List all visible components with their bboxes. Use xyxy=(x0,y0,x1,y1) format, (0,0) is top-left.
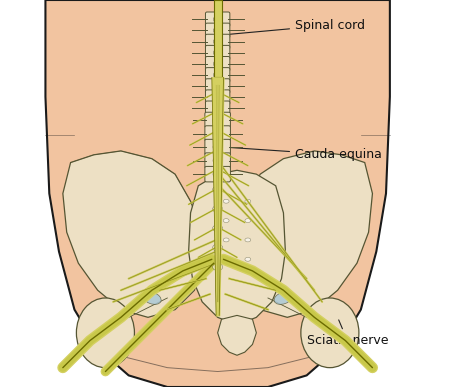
Ellipse shape xyxy=(213,60,222,67)
Ellipse shape xyxy=(274,292,293,304)
Text: Cauda equina: Cauda equina xyxy=(226,147,382,161)
Ellipse shape xyxy=(213,264,223,271)
Ellipse shape xyxy=(213,27,222,34)
Text: Sciatic nerve: Sciatic nerve xyxy=(307,320,388,347)
Ellipse shape xyxy=(213,157,222,164)
FancyBboxPatch shape xyxy=(205,34,230,49)
Ellipse shape xyxy=(213,170,222,178)
Ellipse shape xyxy=(301,298,359,368)
FancyBboxPatch shape xyxy=(205,90,230,104)
Ellipse shape xyxy=(213,16,222,23)
Ellipse shape xyxy=(213,143,222,151)
FancyBboxPatch shape xyxy=(205,68,230,82)
Ellipse shape xyxy=(213,244,223,251)
Ellipse shape xyxy=(223,199,229,203)
Ellipse shape xyxy=(213,116,222,124)
Ellipse shape xyxy=(245,238,251,242)
Ellipse shape xyxy=(223,257,229,261)
Ellipse shape xyxy=(213,94,222,101)
FancyBboxPatch shape xyxy=(205,139,230,155)
Polygon shape xyxy=(189,170,285,325)
Ellipse shape xyxy=(213,186,223,193)
Polygon shape xyxy=(63,151,202,317)
Ellipse shape xyxy=(245,199,251,203)
FancyBboxPatch shape xyxy=(205,12,230,27)
FancyBboxPatch shape xyxy=(205,166,230,182)
FancyBboxPatch shape xyxy=(205,126,230,141)
FancyBboxPatch shape xyxy=(205,112,230,128)
Ellipse shape xyxy=(213,38,222,45)
Ellipse shape xyxy=(223,219,229,223)
Ellipse shape xyxy=(143,292,161,304)
FancyBboxPatch shape xyxy=(205,23,230,38)
Polygon shape xyxy=(218,315,256,355)
Ellipse shape xyxy=(213,225,223,232)
Ellipse shape xyxy=(245,257,251,261)
Ellipse shape xyxy=(213,82,222,90)
Ellipse shape xyxy=(213,205,223,212)
Ellipse shape xyxy=(213,105,222,112)
Ellipse shape xyxy=(213,130,222,137)
FancyBboxPatch shape xyxy=(205,79,230,93)
Ellipse shape xyxy=(245,219,251,223)
FancyBboxPatch shape xyxy=(205,101,230,116)
FancyBboxPatch shape xyxy=(205,57,230,71)
Ellipse shape xyxy=(223,238,229,242)
Ellipse shape xyxy=(213,49,222,56)
Ellipse shape xyxy=(213,72,222,79)
Polygon shape xyxy=(214,0,221,77)
Polygon shape xyxy=(233,151,373,317)
FancyBboxPatch shape xyxy=(205,153,230,168)
FancyBboxPatch shape xyxy=(205,45,230,60)
Polygon shape xyxy=(46,0,390,387)
Text: Spinal cord: Spinal cord xyxy=(226,19,365,34)
Ellipse shape xyxy=(76,298,135,368)
